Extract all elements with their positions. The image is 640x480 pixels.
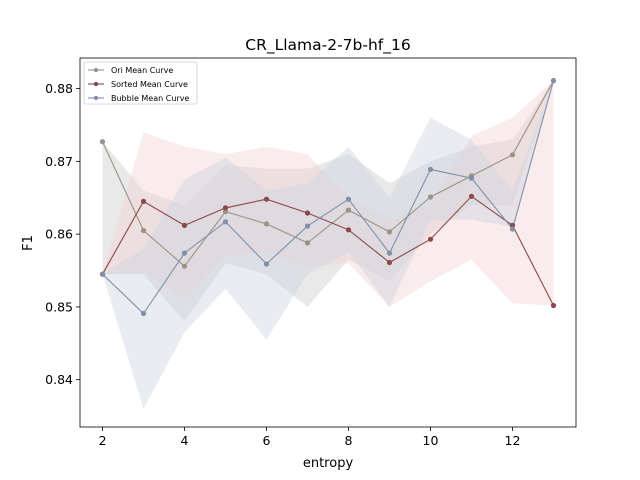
line-series-0 — [102, 80, 554, 268]
y-tick-label-4: 0.88 — [45, 81, 73, 96]
point-series-2-11 — [550, 78, 557, 84]
point-series-1-8 — [427, 236, 434, 242]
y-tick-label-3: 0.87 — [45, 154, 73, 169]
point-series-2-2 — [181, 250, 188, 256]
point-series-1-7 — [386, 259, 393, 266]
point-series-2-0 — [99, 271, 106, 277]
x-tick-label-1: 4 — [181, 433, 189, 448]
y-axis-label: F1 — [21, 235, 36, 251]
point-series-2-3 — [222, 219, 229, 225]
point-series-1-11 — [550, 302, 557, 309]
x-tick-label-0: 2 — [99, 433, 107, 448]
band-series-0 — [102, 80, 554, 322]
legend-box — [83, 61, 198, 105]
band-series-2 — [102, 80, 554, 409]
point-series-1-1 — [140, 198, 147, 204]
legend-label-1: Sorted Mean Curve — [111, 80, 188, 89]
point-series-0-1 — [140, 227, 147, 234]
x-tick-label-5: 12 — [505, 433, 521, 448]
legend-marker-1 — [93, 81, 99, 87]
point-series-1-2 — [181, 222, 188, 228]
x-axis-ticks: 2 4 6 8 10 12 — [99, 427, 521, 448]
point-series-2-8 — [427, 166, 434, 172]
point-series-2-9 — [468, 175, 475, 181]
series-points — [99, 78, 557, 317]
line-series-2 — [102, 80, 555, 315]
y-axis-ticks: 0.84 0.85 0.86 0.87 0.88 — [45, 81, 80, 387]
point-series-0-2 — [181, 263, 188, 269]
plot-frame — [79, 57, 577, 428]
point-series-1-3 — [222, 205, 229, 211]
legend-label-0: Ori Mean Curve — [111, 66, 173, 75]
confidence-bands — [102, 80, 554, 409]
series-lines — [102, 80, 555, 315]
point-series-0-10 — [509, 152, 516, 158]
point-series-2-10 — [509, 226, 516, 232]
point-series-1-5 — [304, 210, 311, 216]
point-series-2-7 — [386, 250, 393, 256]
y-tick-label-2: 0.86 — [45, 227, 73, 242]
x-tick-label-4: 10 — [423, 433, 439, 448]
chart-title: CR_Llama-2-7b-hf_16 — [245, 36, 410, 55]
point-series-1-4 — [263, 196, 270, 202]
y-tick-label-0: 0.84 — [45, 372, 73, 387]
point-series-2-6 — [345, 196, 352, 202]
point-series-0-7 — [386, 229, 393, 235]
point-series-1-9 — [468, 193, 475, 199]
legend-label-2: Bubble Mean Curve — [111, 94, 189, 103]
legend-marker-0 — [93, 67, 99, 73]
point-series-1-6 — [345, 227, 352, 233]
point-series-0-8 — [427, 194, 434, 200]
y-tick-label-1: 0.85 — [45, 299, 73, 314]
point-series-1-10 — [509, 222, 516, 228]
point-series-0-0 — [99, 139, 106, 145]
x-axis-label: entropy — [303, 456, 354, 471]
point-series-0-5 — [304, 240, 311, 246]
point-series-0-4 — [263, 221, 270, 227]
x-tick-label-3: 8 — [345, 433, 353, 448]
band-series-1 — [102, 80, 554, 307]
legend-marker-2 — [93, 95, 99, 101]
x-tick-label-2: 6 — [263, 433, 271, 448]
point-series-0-6 — [345, 207, 352, 213]
point-series-2-4 — [263, 261, 270, 267]
legend: Ori Mean Curve Sorted Mean Curve Bubble Me… — [83, 61, 198, 105]
point-series-2-5 — [304, 223, 311, 229]
line-series-1 — [102, 195, 554, 306]
point-series-2-1 — [140, 310, 147, 317]
point-series-0-3 — [222, 209, 229, 215]
